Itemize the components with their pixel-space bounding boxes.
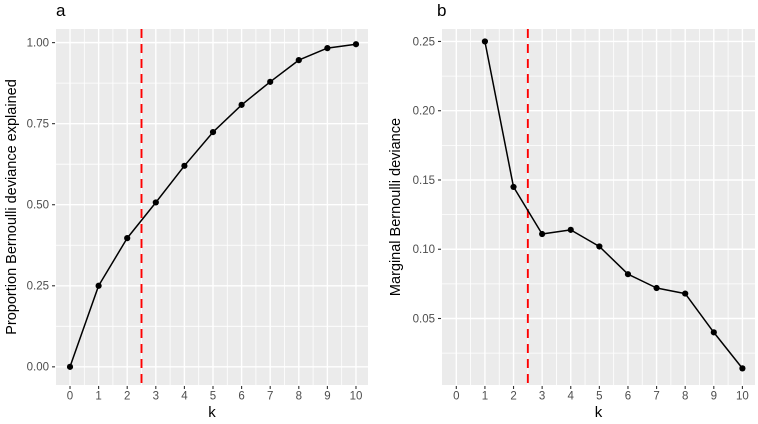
plot-background: [56, 29, 368, 385]
panel-a-label: a: [56, 1, 66, 20]
x-tick-label: 6: [238, 391, 244, 403]
y-tick-label: 0.50: [27, 200, 49, 212]
data-point: [596, 243, 603, 250]
data-point: [567, 226, 574, 233]
x-tick-label: 9: [324, 391, 330, 403]
x-tick-label: 8: [682, 391, 688, 403]
plot-background: [442, 29, 755, 385]
y-tick-label: 0.00: [27, 362, 49, 374]
y-tick-label: 1.00: [27, 37, 49, 49]
x-tick-label: 10: [350, 391, 363, 403]
panel-b-label: b: [437, 1, 447, 20]
x-tick-label: 4: [181, 391, 188, 403]
data-point: [352, 41, 360, 48]
y-tick-label: 0.15: [413, 175, 435, 187]
data-point: [510, 183, 517, 191]
x-tick-label: 4: [568, 391, 575, 403]
x-tick-label: 0: [453, 391, 459, 403]
data-point: [124, 235, 131, 242]
x-tick-label: 2: [510, 391, 516, 403]
x-tick-label: 3: [153, 391, 159, 403]
data-line: [484, 41, 743, 369]
panel-b-x-axis-title: k: [594, 404, 603, 421]
x-tick-label: 2: [124, 391, 130, 403]
x-tick-label: 10: [736, 391, 749, 403]
x-tick-label: 0: [67, 391, 73, 403]
panel-b-y-axis-title: Marginal Bernoulli deviance: [388, 117, 404, 297]
data-point: [295, 57, 302, 64]
y-tick-label: 0.05: [413, 313, 435, 325]
panel-a-y-axis-title: Proportion Bernoulli deviance explained: [4, 79, 20, 335]
data-point: [682, 290, 689, 297]
x-tick-label: 1: [95, 391, 101, 403]
data-point: [324, 45, 331, 52]
panel-a-x-axis-title: k: [208, 404, 216, 421]
x-tick-label: 7: [653, 391, 659, 403]
data-point: [152, 199, 159, 206]
data-point: [624, 271, 632, 278]
data-point: [539, 230, 546, 238]
data-point: [653, 284, 660, 292]
data-point: [95, 282, 102, 289]
x-tick-label: 5: [210, 391, 216, 403]
panel-a: 0 1 2 3 4 5 6 7 8 9 10 0.00 0.25 0.50 0.75 1.00: [27, 29, 368, 403]
data-point: [710, 329, 717, 336]
y-tick-label: 0.25: [413, 36, 435, 48]
data-point: [267, 78, 274, 85]
x-tick-label: 9: [711, 391, 717, 403]
data-point: [181, 162, 188, 169]
y-tick-label: 0.25: [27, 281, 49, 293]
x-tick-label: 8: [296, 391, 302, 403]
data-point: [66, 363, 74, 370]
x-tick-label: 7: [267, 391, 273, 403]
y-tick-label: 0.10: [413, 244, 435, 256]
x-tick-label: 1: [482, 391, 488, 403]
y-tick-label: 0.75: [27, 118, 49, 130]
data-point: [739, 365, 746, 372]
panel-b: 0 1 2 3 4 5 6 7 8 9 10 0.05 0.10 0.15 0.20 0.25: [413, 29, 755, 403]
data-point: [238, 101, 245, 108]
x-tick-label: 3: [539, 391, 545, 403]
y-tick-label: 0.20: [413, 106, 435, 118]
x-tick-label: 6: [625, 391, 631, 403]
data-point: [209, 129, 217, 136]
data-point: [481, 38, 489, 45]
x-tick-label: 5: [596, 391, 602, 403]
